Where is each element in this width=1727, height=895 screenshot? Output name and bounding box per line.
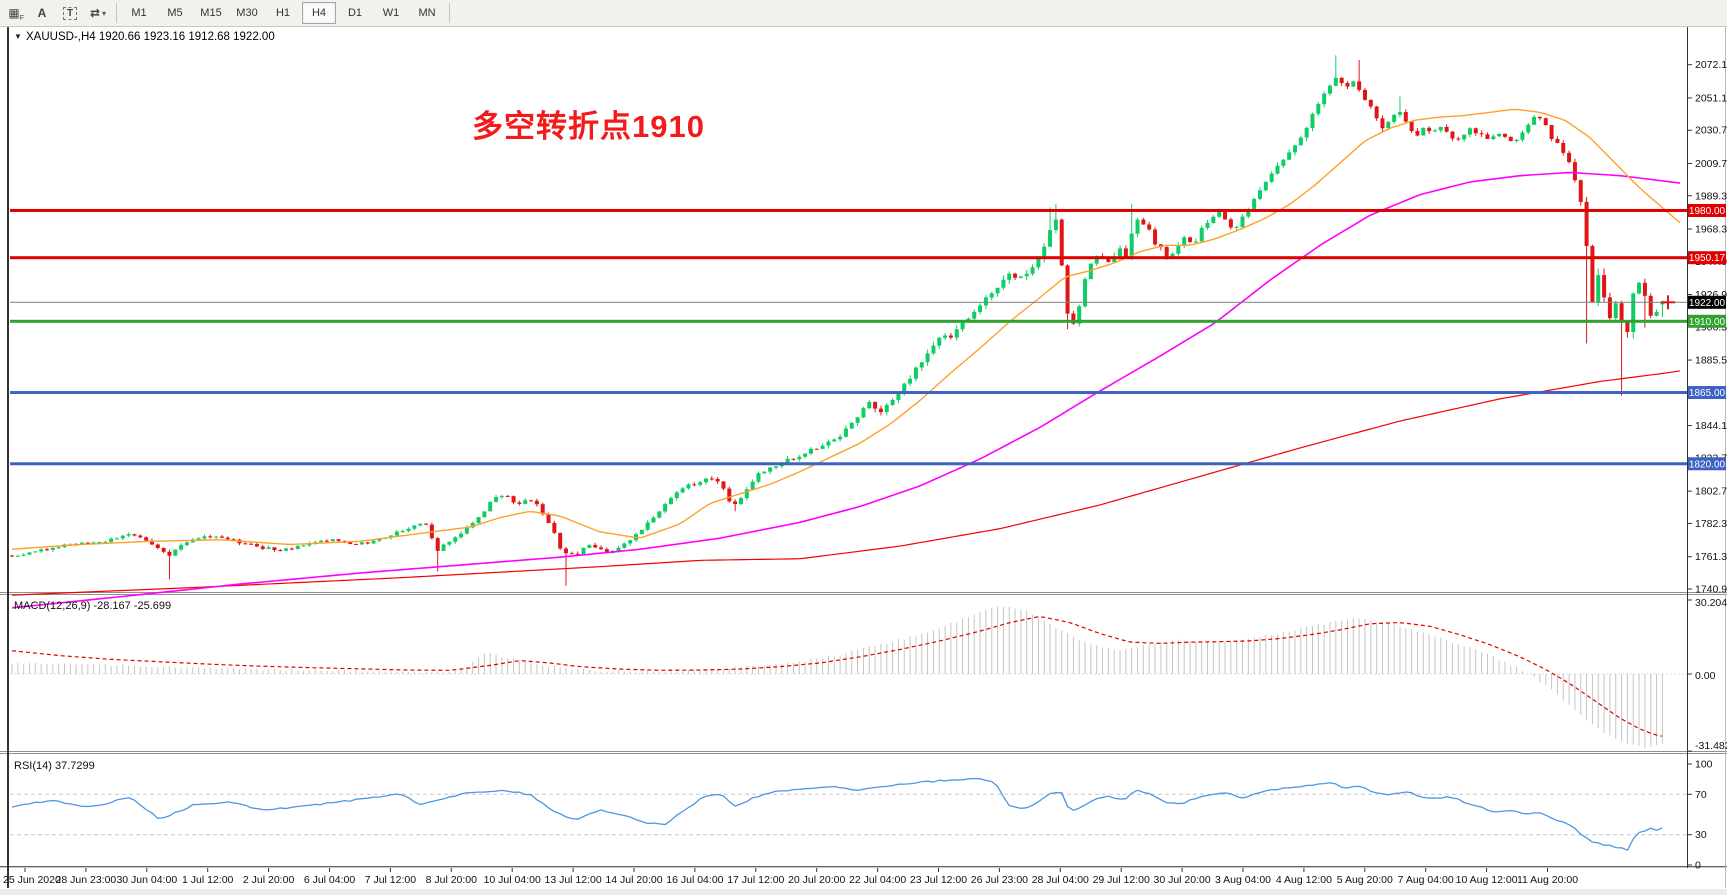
svg-text:30.204: 30.204 xyxy=(1695,597,1727,609)
svg-text:13 Jul 12:00: 13 Jul 12:00 xyxy=(544,874,601,886)
hline-1922.00[interactable] xyxy=(10,301,1687,303)
svg-text:2072.10: 2072.10 xyxy=(1695,59,1727,71)
chart-shift-grid-icon-sub: F xyxy=(19,15,24,22)
macd-pane: MACD(12,26,9) -28.167 -25.699 30.204 0.00 -… xyxy=(10,597,1727,752)
rsi-label: RSI(14) 37.7299 xyxy=(14,760,95,772)
timeframe-button-MN[interactable]: MN xyxy=(418,7,436,19)
text-box-icon-glyph: T xyxy=(62,6,78,20)
svg-text:2 Jul 20:00: 2 Jul 20:00 xyxy=(243,874,295,886)
svg-text:2051.10: 2051.10 xyxy=(1695,92,1727,104)
ma-mid-magenta-line xyxy=(11,171,1681,609)
hline-1950.17[interactable] xyxy=(10,256,1687,260)
text-box-icon[interactable]: T xyxy=(57,3,83,23)
horizontal-level-lines[interactable] xyxy=(10,208,1687,466)
arrange-windows-icon-glyph: ⇄ xyxy=(89,6,101,20)
svg-text:4 Aug 12:00: 4 Aug 12:00 xyxy=(1276,874,1332,886)
svg-text:100: 100 xyxy=(1695,759,1713,771)
current-price-cross-icon xyxy=(1661,295,1675,310)
svg-text:14 Jul 20:00: 14 Jul 20:00 xyxy=(605,874,662,886)
ma-fast-orange-line xyxy=(11,108,1681,550)
timeframe-button-M5[interactable]: M5 xyxy=(167,7,183,19)
ma-slow-red-line xyxy=(11,370,1681,596)
svg-text:29 Jul 12:00: 29 Jul 12:00 xyxy=(1093,874,1150,886)
svg-text:1761.30: 1761.30 xyxy=(1695,551,1727,563)
toolbar-separator xyxy=(449,3,450,23)
timeframe-button-M15[interactable]: M15 xyxy=(200,7,222,19)
macd-label: MACD(12,26,9) -28.167 -25.699 xyxy=(14,600,171,612)
toolbar-separator xyxy=(116,3,117,23)
svg-text:20 Jul 20:00: 20 Jul 20:00 xyxy=(788,874,845,886)
timeframe-button-M30[interactable]: M30 xyxy=(236,7,258,19)
svg-text:1989.30: 1989.30 xyxy=(1695,190,1727,202)
dropdown-caret-icon[interactable]: ▾ xyxy=(102,8,107,18)
text-label-icon-glyph: A xyxy=(37,6,47,20)
text-label-icon[interactable]: A xyxy=(29,3,55,23)
svg-text:2009.70: 2009.70 xyxy=(1695,158,1727,170)
svg-text:6 Jul 04:00: 6 Jul 04:00 xyxy=(304,874,356,886)
svg-text:11 Aug 20:00: 11 Aug 20:00 xyxy=(1517,874,1578,886)
svg-text:23 Jul 12:00: 23 Jul 12:00 xyxy=(910,874,967,886)
svg-text:7 Aug 04:00: 7 Aug 04:00 xyxy=(1398,874,1454,886)
svg-text:1 Jul 12:00: 1 Jul 12:00 xyxy=(182,874,234,886)
svg-text:1802.70: 1802.70 xyxy=(1695,486,1727,498)
svg-text:1740.90: 1740.90 xyxy=(1695,583,1727,595)
svg-text:3 Aug 04:00: 3 Aug 04:00 xyxy=(1215,874,1271,886)
svg-text:1968.30: 1968.30 xyxy=(1695,223,1727,235)
svg-text:7 Jul 12:00: 7 Jul 12:00 xyxy=(365,874,417,886)
annotation-text[interactable]: 多空转折点1910 xyxy=(472,109,705,144)
svg-text:25 Jun 2020: 25 Jun 2020 xyxy=(3,874,61,886)
rsi-pane: RSI(14) 37.7299 100 70 30 0 xyxy=(10,759,1713,872)
svg-text:10 Aug 12:00: 10 Aug 12:00 xyxy=(1456,874,1518,886)
hline-1865.00[interactable] xyxy=(10,391,1687,395)
svg-text:28 Jun 23:00: 28 Jun 23:00 xyxy=(56,874,117,886)
svg-text:10 Jul 04:00: 10 Jul 04:00 xyxy=(484,874,541,886)
svg-text:30 Jul 20:00: 30 Jul 20:00 xyxy=(1153,874,1210,886)
svg-text:0.00: 0.00 xyxy=(1695,670,1716,682)
svg-text:1885.50: 1885.50 xyxy=(1695,355,1727,367)
svg-text:1844.10: 1844.10 xyxy=(1695,420,1727,432)
svg-text:-31.482: -31.482 xyxy=(1695,740,1727,752)
svg-text:1865.00: 1865.00 xyxy=(1689,388,1726,399)
hline-1820.00[interactable] xyxy=(10,462,1687,466)
svg-text:8 Jul 20:00: 8 Jul 20:00 xyxy=(426,874,478,886)
timeframe-button-D1[interactable]: D1 xyxy=(347,7,363,19)
svg-text:1910.00: 1910.00 xyxy=(1689,317,1726,328)
macd-signal-line xyxy=(11,616,1663,737)
symbol-header: ▼ XAUUSD-,H4 1920.66 1923.16 1912.68 1922… xyxy=(14,31,275,43)
timeframe-button-H4[interactable]: H4 xyxy=(302,2,336,24)
svg-text:1922.00: 1922.00 xyxy=(1689,298,1726,309)
collapse-arrow-icon[interactable]: ▼ xyxy=(14,32,22,41)
svg-text:1950.17: 1950.17 xyxy=(1689,253,1726,264)
hline-1980.00[interactable] xyxy=(10,208,1687,212)
candles-layer xyxy=(10,55,1665,586)
timeframe-button-M1[interactable]: M1 xyxy=(131,7,147,19)
price-axis[interactable]: 2072.10 2051.10 2030.70 2009.70 1989.30 1968.… xyxy=(1687,59,1727,595)
chart-shift-grid-icon-glyph: ▦ xyxy=(8,6,20,20)
timeframe-button-W1[interactable]: W1 xyxy=(382,7,400,19)
svg-text:16 Jul 04:00: 16 Jul 04:00 xyxy=(666,874,723,886)
svg-text:2030.70: 2030.70 xyxy=(1695,125,1727,137)
chart-shift-grid-icon[interactable]: ▦ F xyxy=(1,3,27,23)
svg-text:1980.00: 1980.00 xyxy=(1689,206,1726,217)
arrange-windows-icon[interactable]: ⇄ ▾ xyxy=(85,3,111,23)
svg-text:26 Jul 23:00: 26 Jul 23:00 xyxy=(971,874,1028,886)
toolbar: ▦ F A T ⇄ ▾ M1 M5 M15 M30 H1 H4 D1 W1 MN xyxy=(0,0,1727,27)
rsi-line xyxy=(11,777,1663,852)
svg-text:30 Jun 04:00: 30 Jun 04:00 xyxy=(116,874,177,886)
timeframe-button-H1[interactable]: H1 xyxy=(275,7,291,19)
svg-text:17 Jul 12:00: 17 Jul 12:00 xyxy=(727,874,784,886)
hline-1910.00[interactable] xyxy=(10,319,1687,323)
svg-text:30: 30 xyxy=(1695,829,1707,841)
svg-text:0: 0 xyxy=(1695,860,1701,872)
svg-text:XAUUSD-,H4 1920.66 1923.16 19: XAUUSD-,H4 1920.66 1923.16 1912.68 1922.… xyxy=(26,31,275,43)
svg-text:70: 70 xyxy=(1695,789,1707,801)
svg-text:1820.00: 1820.00 xyxy=(1689,459,1726,470)
svg-text:22 Jul 04:00: 22 Jul 04:00 xyxy=(849,874,906,886)
svg-text:1782.30: 1782.30 xyxy=(1695,518,1727,530)
svg-text:28 Jul 04:00: 28 Jul 04:00 xyxy=(1032,874,1089,886)
svg-text:5 Aug 20:00: 5 Aug 20:00 xyxy=(1337,874,1393,886)
